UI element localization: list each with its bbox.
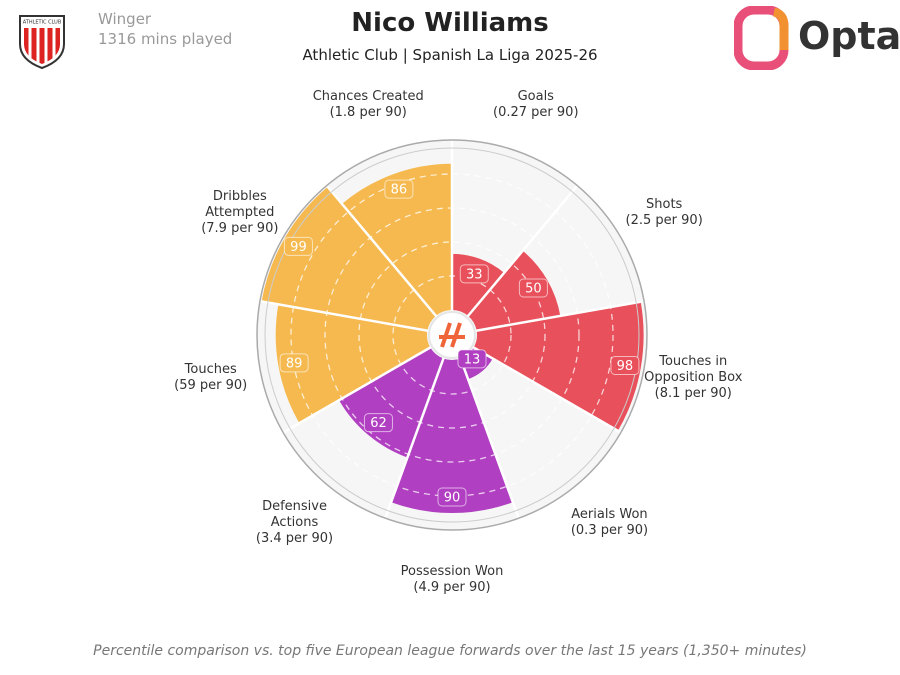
category-note: (0.27 per 90) (493, 104, 579, 120)
category-name: Dribbles Attempted (205, 188, 275, 220)
value-label: 62 (370, 416, 387, 431)
chart-title: Nico Williams (351, 8, 549, 38)
slice (473, 301, 644, 431)
footer-note: Percentile comparison vs. top five Europ… (93, 643, 807, 659)
slice-divider (451, 299, 645, 337)
category-name: Chances Created (312, 88, 424, 104)
value-label: 98 (617, 359, 634, 374)
slice (341, 163, 452, 316)
value-label: 33 (466, 267, 483, 282)
center-logo-mark (439, 322, 465, 348)
value-label: 86 (391, 183, 408, 198)
value-label: 89 (286, 356, 303, 371)
value-label-box (437, 487, 467, 507)
category-note: (3.4 per 90) (255, 530, 334, 546)
category-name: Possession Won (400, 564, 504, 579)
position: Winger (98, 10, 152, 28)
slice (391, 358, 513, 513)
player-info: Winger 1316 mins played (98, 9, 232, 49)
slice-divider (259, 299, 453, 337)
grid-ring (290, 173, 614, 497)
value-label: 90 (444, 491, 461, 506)
value-label-box (459, 264, 489, 284)
brand-name: Opta (798, 14, 900, 58)
category-name: Touches in Opposition Box (644, 353, 743, 385)
club-crest: ATHLETIC CLUB (19, 15, 65, 70)
value-label-box (457, 349, 487, 369)
category-note: (1.8 per 90) (329, 104, 407, 120)
category-name: Goals (517, 88, 554, 104)
slice (275, 304, 431, 424)
slice-divider (384, 334, 454, 519)
chart-subtitle: Athletic Club | Spanish La Liga 2025-26 (302, 46, 598, 64)
category-label: Touches in Opposition Box (8.1 per 90) (638, 354, 748, 402)
category-note: (59 per 90) (174, 377, 248, 393)
value-label-box (518, 278, 548, 298)
category-label: Shots (2.5 per 90) (599, 197, 729, 229)
category-name: Aerials Won (571, 506, 648, 522)
slice-divider (282, 333, 453, 434)
category-note: (8.1 per 90) (654, 385, 732, 401)
value-label-box (610, 355, 640, 375)
category-label: Aerials Won (0.3 per 90) (544, 507, 674, 539)
category-note: (0.3 per 90) (570, 522, 649, 538)
value-label-box (363, 413, 393, 433)
crest-text: ATHLETIC CLUB (23, 20, 62, 26)
slice-divider (451, 184, 579, 336)
category-note: (4.9 per 90) (413, 580, 491, 595)
outer-ring-inner (264, 147, 640, 523)
value-label-box (283, 236, 313, 256)
category-name: Touches (184, 361, 237, 377)
category-note: (2.5 per 90) (625, 212, 703, 228)
category-label: Chances Created (1.8 per 90) (303, 89, 433, 121)
value-label: 13 (464, 352, 481, 367)
category-name: Shots (646, 196, 683, 212)
grid-ring (358, 241, 546, 429)
brand-logo (734, 6, 789, 70)
category-label: Touches (59 per 90) (146, 362, 276, 394)
slice (468, 250, 561, 331)
category-label: Defensive Actions (3.4 per 90) (245, 499, 345, 547)
value-label-box (279, 353, 309, 373)
category-name: Defensive Actions (262, 498, 327, 530)
minutes: 1316 mins played (98, 30, 233, 48)
slice-divider (325, 184, 453, 336)
value-label: 99 (290, 240, 307, 255)
outer-ring (256, 139, 648, 531)
slice (261, 186, 436, 331)
category-label: Goals (0.27 per 90) (471, 89, 601, 121)
value-label: 50 (525, 282, 542, 297)
value-label-box (384, 179, 414, 199)
category-label: Possession Won (4.9 per 90) (382, 564, 522, 596)
category-label: Dribbles Attempted (7.9 per 90) (195, 189, 285, 237)
category-note: (7.9 per 90) (201, 220, 279, 236)
